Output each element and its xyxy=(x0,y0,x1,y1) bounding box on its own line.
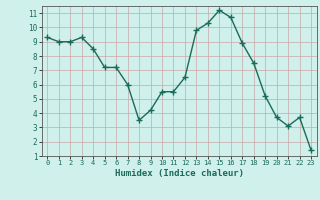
X-axis label: Humidex (Indice chaleur): Humidex (Indice chaleur) xyxy=(115,169,244,178)
